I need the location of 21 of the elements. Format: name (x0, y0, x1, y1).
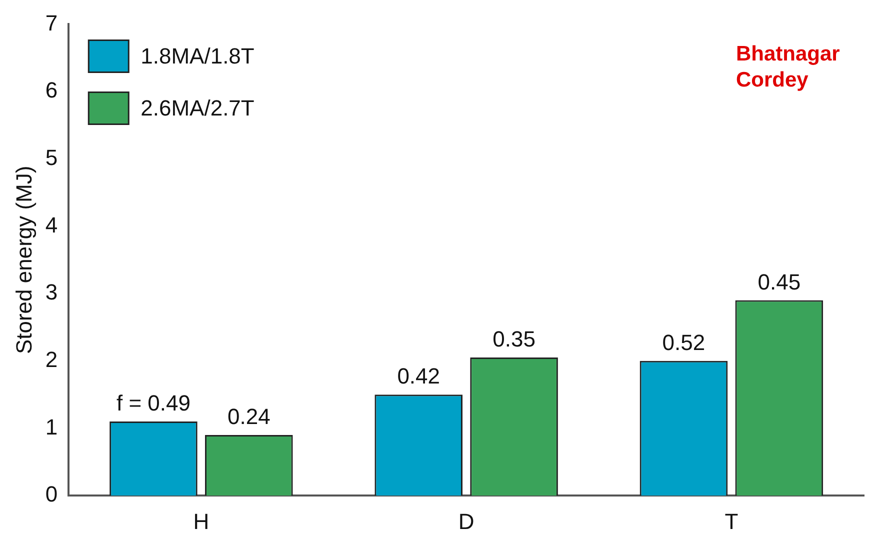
y-tick-label: 0 (45, 482, 58, 507)
y-tick-label: 1 (45, 414, 58, 440)
x-tick-label: D (458, 508, 474, 534)
annotation: 0.35 (492, 326, 536, 352)
y-axis-title: Stored energy (MJ) (11, 166, 36, 354)
legend-label: 1.8MA/1.8T (140, 43, 254, 68)
y-tick-label: 5 (45, 144, 58, 170)
x-tick-label: T (724, 508, 738, 534)
annotation: 0.45 (758, 269, 801, 294)
y-tick-label: 3 (45, 280, 58, 305)
annotation: Bhatnagar Cordey (736, 42, 840, 92)
annotation: 0.52 (662, 330, 706, 355)
y-tick-label: 2 (45, 346, 58, 372)
annotation: 0.42 (397, 364, 440, 389)
y-tick-label: 6 (45, 78, 58, 103)
annotation: 0.24 (228, 404, 270, 430)
annotation: f = 0.49 (116, 390, 190, 416)
y-tick-label: 4 (45, 212, 58, 238)
x-tick-label: H (193, 508, 210, 534)
y-tick-label: 7 (45, 10, 58, 36)
legend-label: 2.6MA/2.7T (140, 95, 254, 120)
